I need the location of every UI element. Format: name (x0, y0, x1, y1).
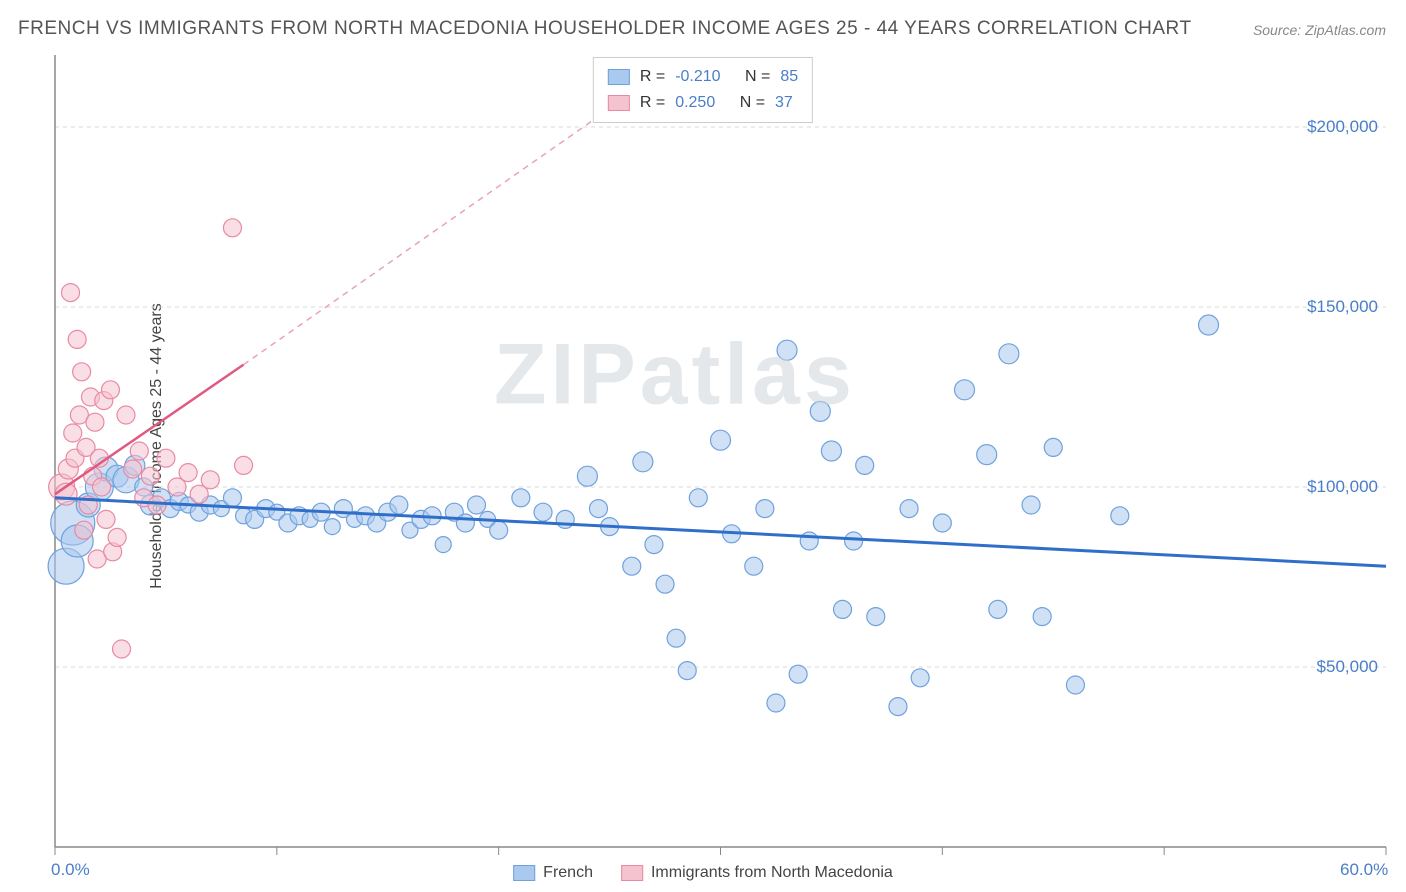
r-value: 0.250 (675, 94, 715, 112)
legend-item: Immigrants from North Macedonia (621, 864, 893, 882)
legend-item: French (513, 864, 593, 882)
legend-label: French (543, 864, 593, 882)
r-label: R = (640, 94, 665, 112)
y-tick-label: $150,000 (1307, 297, 1378, 317)
stats-legend: R = -0.210 N = 85 R = 0.250 N = 37 (593, 57, 813, 123)
x-tick-label: 60.0% (1340, 860, 1388, 880)
legend-swatch (608, 95, 630, 111)
legend-swatch (513, 865, 535, 881)
r-value: -0.210 (675, 68, 720, 86)
legend-swatch (608, 69, 630, 85)
n-label: N = (745, 68, 770, 86)
n-label: N = (740, 94, 765, 112)
correlation-chart (0, 0, 1406, 892)
y-tick-label: $200,000 (1307, 117, 1378, 137)
legend-swatch (621, 865, 643, 881)
n-value: 85 (780, 68, 798, 86)
stats-legend-row: R = 0.250 N = 37 (608, 90, 798, 116)
x-tick-label: 0.0% (51, 860, 90, 880)
series-legend: French Immigrants from North Macedonia (513, 864, 893, 882)
n-value: 37 (775, 94, 793, 112)
stats-legend-row: R = -0.210 N = 85 (608, 64, 798, 90)
r-label: R = (640, 68, 665, 86)
y-tick-label: $100,000 (1307, 477, 1378, 497)
y-tick-label: $50,000 (1317, 657, 1378, 677)
legend-label: Immigrants from North Macedonia (651, 864, 893, 882)
